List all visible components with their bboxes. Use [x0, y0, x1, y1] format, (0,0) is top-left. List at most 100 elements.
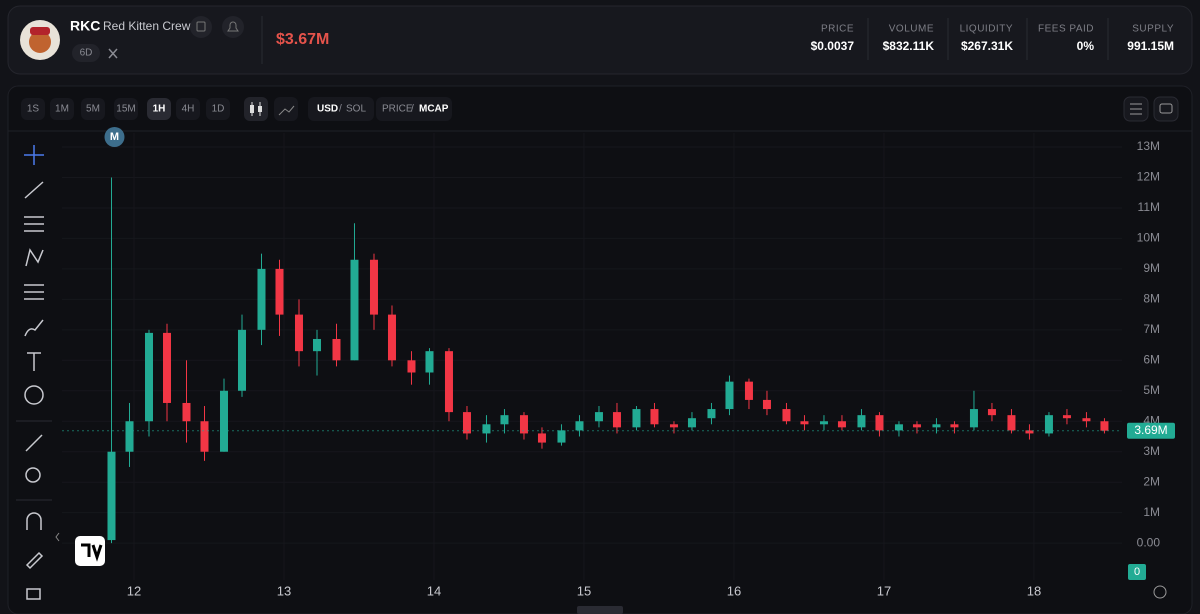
alert-button[interactable]	[222, 16, 244, 38]
x-tick-label: 14	[427, 583, 441, 598]
lock-tool[interactable]	[26, 588, 41, 600]
stat-label: SUPPLY	[1132, 24, 1174, 35]
candle-body	[819, 421, 828, 425]
candle-icon	[250, 105, 254, 113]
header-panel	[7, 5, 1193, 75]
candle-body	[125, 421, 134, 452]
axis-settings[interactable]	[1153, 585, 1167, 599]
brush-tool[interactable]	[24, 319, 44, 337]
candle-body	[237, 329, 246, 391]
fib-tool[interactable]	[24, 216, 44, 232]
stat-value: $267.31K	[961, 39, 1013, 53]
text-tool[interactable]	[27, 352, 41, 371]
candle-body	[500, 415, 509, 425]
y-tick-label: 2M	[1143, 474, 1160, 488]
candle-body	[350, 259, 359, 361]
currency-usd: USD	[317, 104, 338, 115]
annotation-marker[interactable]	[104, 127, 125, 147]
volume-label-box	[1128, 564, 1146, 580]
candle-body	[294, 314, 303, 352]
candle-body	[650, 409, 659, 425]
interval-button[interactable]	[114, 98, 138, 120]
interval-button[interactable]	[206, 98, 230, 120]
candle-body	[669, 424, 678, 428]
emoji-tool[interactable]	[24, 385, 44, 405]
x-tick-label: 12	[127, 583, 141, 598]
current-value-label: 3.69M	[1134, 423, 1167, 437]
annotation-label: M	[110, 131, 119, 143]
mode-toggle[interactable]	[376, 97, 452, 121]
mode-price: PRICE	[382, 104, 413, 115]
y-tick-label: 12M	[1137, 170, 1160, 184]
magnet-tool[interactable]	[26, 512, 42, 530]
interval-button[interactable]	[81, 98, 105, 120]
stat-label: LIQUIDITY	[960, 24, 1013, 35]
tradingview-mark	[81, 543, 103, 562]
crosshair-tool[interactable]	[24, 145, 44, 165]
trendline-tool[interactable]	[24, 181, 44, 199]
collapse-toolbar[interactable]	[55, 532, 60, 542]
candle-body	[537, 433, 546, 443]
candle-body	[762, 399, 771, 410]
interval-button[interactable]	[147, 98, 171, 120]
stat-value: $832.11K	[883, 39, 935, 53]
stat-label: VOLUME	[889, 24, 934, 35]
candle-body	[482, 424, 491, 434]
candle-body	[837, 421, 846, 428]
candle-body	[1007, 415, 1016, 431]
x-tick-label: 17	[877, 583, 891, 598]
volume-tick-label: 0	[1134, 566, 1140, 578]
interval-label: 5M	[86, 104, 100, 115]
screenshot-button[interactable]	[1153, 96, 1179, 122]
candle-body	[1044, 415, 1053, 434]
interval-selector: 1S 1M 5M 15M 1H 4H 1D	[21, 98, 230, 120]
candle-body	[800, 421, 809, 425]
candle-body	[687, 418, 696, 428]
candle-body	[257, 268, 266, 330]
interval-button[interactable]	[21, 98, 45, 120]
candle-body	[857, 415, 866, 428]
y-tick-label: 10M	[1137, 231, 1160, 245]
candle-body	[275, 268, 284, 315]
x-tick-label: 13	[277, 583, 291, 598]
currency-toggle[interactable]	[308, 97, 374, 121]
x-link[interactable]	[108, 48, 118, 59]
market-cap: $3.67M	[276, 31, 329, 48]
camera-icon	[1159, 103, 1173, 114]
candle-body	[387, 314, 396, 361]
candle-body	[707, 409, 716, 419]
candle-body	[519, 415, 528, 434]
y-tick-label: 13M	[1137, 139, 1160, 153]
candle-body	[932, 424, 941, 428]
candle-body	[987, 409, 996, 416]
candle-body	[969, 409, 978, 428]
stat-value: 991.15M	[1127, 39, 1174, 53]
measure-tool[interactable]	[25, 434, 43, 452]
pattern-tool[interactable]	[25, 248, 44, 267]
line-type-button[interactable]	[274, 97, 298, 121]
candle-type-button[interactable]	[244, 97, 268, 121]
zoom-tool[interactable]	[25, 467, 41, 483]
candle-body	[632, 409, 641, 428]
x-tick-label: 16	[727, 583, 741, 598]
settings-icon	[1130, 103, 1142, 115]
candle-body	[725, 381, 734, 410]
y-tick-label: 9M	[1143, 261, 1160, 275]
candle-body	[144, 332, 153, 422]
chart-panel	[7, 85, 1193, 614]
projection-tool[interactable]	[24, 284, 44, 300]
candle-body	[107, 451, 116, 541]
stat-label: FEES PAID	[1038, 24, 1094, 35]
token-name: Red Kitten Crew	[103, 19, 191, 33]
interval-button[interactable]	[176, 98, 200, 120]
lock-drawing-tool[interactable]	[25, 551, 44, 570]
y-tick-label: 0.00	[1137, 535, 1161, 549]
interval-label: 15M	[116, 104, 135, 115]
interval-button[interactable]	[50, 98, 74, 120]
copy-button[interactable]	[190, 16, 212, 38]
y-tick-label: 7M	[1143, 322, 1160, 336]
scrollbar[interactable]	[577, 606, 623, 614]
separator: /	[339, 104, 342, 115]
interval-label: 1S	[27, 104, 40, 115]
y-tick-label: 3M	[1143, 444, 1160, 458]
